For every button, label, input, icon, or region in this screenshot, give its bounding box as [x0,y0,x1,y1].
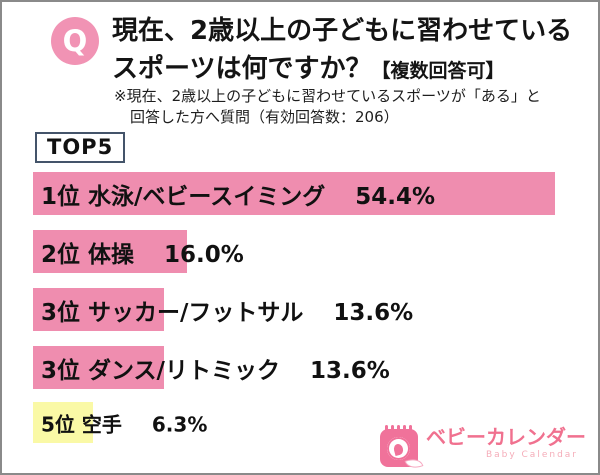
question-icon-letter: Q [62,24,88,58]
calendar-rings-icon [385,425,412,431]
bar-value-rank3b: 13.6% [309,357,390,384]
bar-fill-rank5 [33,402,93,443]
bar-value-rank2: 16.0% [164,241,244,268]
bar-row-rank3a: 3位 サッカー/フットサル 13.6% [33,288,593,331]
bar-row-rank1: 1位 水泳/ベビースイミング 54.4% [33,172,593,215]
bar-fill-rank1 [33,172,555,215]
bar-row-rank5: 5位 空手 6.3% [33,402,593,443]
bar-label-rank3b: 3位 ダンス/リトミック 13.6% [41,357,390,384]
logo-brand-name: ベビーカレンダー [426,425,586,449]
bar-value-rank5: 6.3% [151,412,208,436]
bar-fill-rank3a [33,288,164,331]
bar-chart: 1位 水泳/ベビースイミング 54.4% 2位 体操 16.0% 3位 サッカー/フ… [33,172,593,458]
bar-label-rank2: 2位 体操 16.0% [41,241,244,268]
multi-answer-tag: 【複数回答可】 [371,60,505,82]
bar-row-rank2: 2位 体操 16.0% [33,230,593,273]
bar-fill-rank3b [33,346,164,389]
question-note-line1: ※現在、2歳以上の子どもに習わせているスポーツが「ある」と [114,87,541,105]
bar-label-rank1: 1位 水泳/ベビースイミング 54.4% [41,183,436,210]
top5-badge: TOP5 [35,132,126,163]
bar-value-rank3a: 13.6% [333,299,414,326]
bar-fill-rank2 [33,230,187,273]
question-note-line2: 回答した方へ質問（有効回答数：206） [130,108,399,126]
logo-brand-subtitle: Baby Calendar [485,450,578,460]
logo-text: ベビーカレンダー Baby Calendar [426,425,586,460]
question-title-line2: スポーツは何ですか？【複数回答可】 [112,54,505,84]
bar-label-rank3a: 3位 サッカー/フットサル 13.6% [41,299,414,326]
question-icon: Q [51,17,99,65]
bar-label-rank5: 5位 空手 6.3% [41,412,208,436]
leaf-icon [405,456,423,471]
bar-row-rank3b: 3位 ダンス/リトミック 13.6% [33,346,593,389]
question-title-line1: 現在、2歳以上の子どもに習わせている [112,16,573,46]
question-title: 現在、2歳以上の子どもに習わせている スポーツは何ですか？【複数回答可】 [112,12,572,90]
question-note: ※現在、2歳以上の子どもに習わせているスポーツが「ある」と 回答した方へ質問（有… [114,86,541,128]
baby-calendar-icon [380,425,423,471]
bar-value-rank1: 54.4% [355,183,436,210]
baby-calendar-logo: ベビーカレンダー Baby Calendar [380,425,586,471]
